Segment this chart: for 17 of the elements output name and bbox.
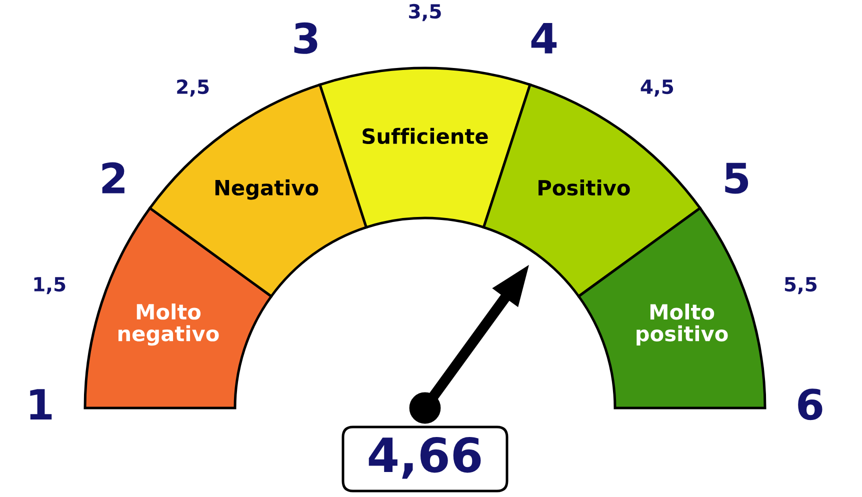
slice-label: Sufficiente (362, 128, 488, 144)
slice-label: Molto negativo (118, 304, 219, 346)
text: 1 (30, 389, 52, 420)
text: 1,5 (34, 277, 66, 294)
text: 2 (102, 162, 124, 194)
slice-label: Positivo (538, 179, 630, 196)
text: 4,66 (368, 437, 481, 479)
text: 2,5 (177, 79, 209, 97)
text: 5 (725, 162, 748, 194)
slice-label: Negativo (215, 179, 318, 200)
text: 4,5 (640, 80, 674, 97)
text: 3,5 (409, 4, 441, 22)
slice-label: Molto positivo (636, 304, 728, 346)
text: 3 (294, 22, 318, 54)
text: 5,5 (784, 277, 817, 294)
text: 6 (798, 388, 822, 420)
text: 4 (531, 22, 557, 54)
